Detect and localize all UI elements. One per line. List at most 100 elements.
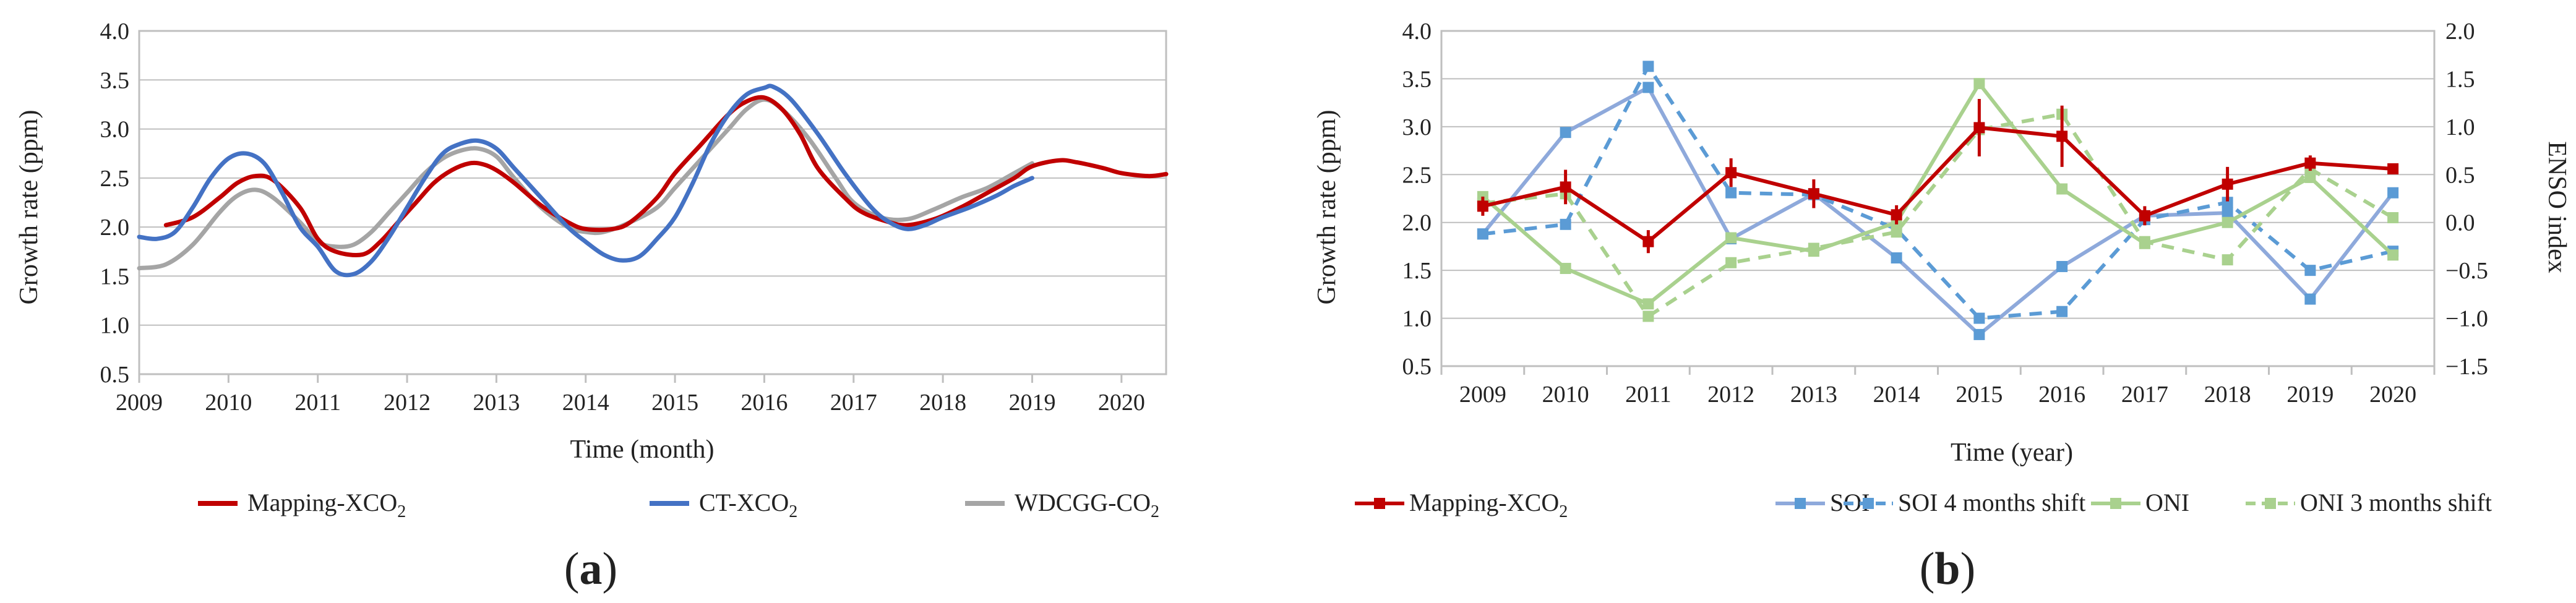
- chart-b-x-tick-label: 2015: [1956, 382, 2003, 408]
- chart-b-point-0: [1477, 200, 1488, 212]
- chart-b-legend-subscript: 2: [1559, 502, 1568, 521]
- chart-b-point-2: [2222, 197, 2233, 208]
- chart-b-series: [1477, 61, 2399, 340]
- chart-b-x-tick-label: 2018: [2204, 382, 2251, 408]
- chart-b-y2-tick-label: −1.5: [2445, 354, 2488, 380]
- chart-b-point-2: [1725, 187, 1737, 199]
- chart-b-legend-entry: Mapping-XCO2: [1409, 489, 1568, 521]
- chart-b-point-0: [1891, 209, 1902, 221]
- chart-b-point-1: [1973, 328, 1985, 340]
- chart-a-plot-frame: [138, 30, 1167, 375]
- chart-a-y-tick-label: 1.5: [100, 263, 130, 289]
- panel-a-letter: a: [580, 544, 603, 594]
- chart-b-x-tick-label: 2019: [2286, 382, 2333, 408]
- chart-b-point-3: [2222, 216, 2233, 228]
- chart-b-x-axis-label: Time (year): [1951, 438, 2073, 467]
- chart-b-x-tick-label: 2013: [1790, 382, 1837, 408]
- chart-b-point-2: [1477, 228, 1488, 240]
- chart-b-legend-entry: ONI: [2145, 489, 2189, 516]
- chart-a-x-axis-label: Time (month): [570, 435, 715, 464]
- chart-b-y-tick-label: 4.0: [1402, 19, 1432, 45]
- chart-b-x-tick-label: 2020: [2369, 382, 2416, 408]
- chart-a-series: [137, 83, 1169, 278]
- chart-b-point-1: [1560, 127, 1571, 139]
- chart-a-legend-name: Mapping-XCO: [247, 489, 397, 516]
- chart-b-y-tick-label: 2.5: [1402, 162, 1432, 188]
- chart-b-point-3: [2387, 249, 2399, 261]
- chart-b-legend-name: Mapping-XCO: [1409, 489, 1559, 516]
- chart-b-y2-tick-label: −0.5: [2445, 258, 2488, 284]
- chart-b-x-tick-label: 2014: [1873, 382, 1920, 408]
- chart-b-point-0: [1808, 188, 1819, 200]
- chart-b-legend-name: ONI: [2145, 489, 2189, 516]
- chart-b-y-tick-label: 1.0: [1402, 306, 1432, 332]
- chart-a-legend-entry: Mapping-XCO2: [247, 489, 406, 521]
- chart-b-point-0: [2222, 178, 2233, 190]
- chart-b-legend-name: SOI 4 months shift: [1898, 489, 2085, 516]
- chart-b-y2-tick-label: −1.0: [2445, 306, 2488, 332]
- chart-b-legend-marker: [1863, 498, 1874, 509]
- chart-b-y-axis-label: Growth rate (ppm): [1313, 110, 1341, 305]
- chart-b: 0.5 1.0 1.5 2.0 2.5 3.0 3.5 4.0 −1.5 −1.0 −0.5 0.0…: [1313, 19, 2571, 594]
- chart-b-y2-ticks: −1.5 −1.0 −0.5 0.0 0.5 1.0 1.5 2.0: [2445, 19, 2488, 380]
- chart-b-point-2: [2304, 265, 2316, 276]
- chart-a-x-tick-label: 2016: [741, 390, 788, 416]
- chart-b-legend-entry: ONI 3 months shift: [2300, 489, 2492, 516]
- chart-b-axes: [1440, 30, 2436, 375]
- chart-b-point-2: [1560, 218, 1571, 230]
- chart-b-point-2: [1642, 61, 1654, 72]
- chart-b-y2-tick-label: 1.5: [2445, 66, 2475, 92]
- chart-b-point-0: [1560, 181, 1571, 193]
- chart-a-x-tick-label: 2010: [205, 390, 252, 416]
- chart-a-x-tick-label: 2012: [384, 390, 431, 416]
- chart-b-legend-name: ONI 3 months shift: [2300, 489, 2492, 516]
- chart-b-series-line-4: [1482, 112, 2394, 319]
- chart-b-y-tick-label: 2.0: [1402, 210, 1432, 236]
- chart-a-x-tick-label: 2018: [919, 390, 966, 416]
- panel-a-label: (a): [564, 544, 617, 594]
- chart-b-point-4: [1891, 226, 1902, 238]
- chart-a-x-tick-label: 2014: [562, 390, 609, 416]
- chart-b-x-tick-label: 2017: [2121, 382, 2168, 408]
- panel-b-letter: b: [1934, 544, 1960, 594]
- chart-a-x-tick-label: 2013: [473, 390, 520, 416]
- chart-b-y-tick-label: 0.5: [1402, 354, 1432, 380]
- chart-b-x-tick-label: 2009: [1459, 382, 1506, 408]
- chart-b-series-line-0: [1482, 126, 2394, 244]
- chart-b-point-1: [2056, 260, 2068, 272]
- chart-b-legend-marker: [2265, 498, 2276, 509]
- chart-a-x-tick-label: 2009: [116, 390, 163, 416]
- chart-a-y-tick-label: 0.5: [100, 362, 130, 388]
- chart-b-x-tick-label: 2016: [2038, 382, 2085, 408]
- chart-a-y-tick-label: 3.5: [100, 67, 130, 93]
- chart-b-x-ticks: 2009 2010 2011 2012 2013 2014 2015 2016 2017 2018…: [1459, 382, 2416, 408]
- chart-a-y-tick-label: 1.0: [100, 313, 130, 339]
- chart-a-x-tick-label: 2019: [1008, 390, 1055, 416]
- chart-b-point-4: [1808, 242, 1819, 254]
- chart-b-point-0: [1725, 167, 1737, 179]
- chart-a-x-ticks: 2009 2010 2011 2012 2013 2014 2015 2016 2017 2018…: [116, 390, 1145, 416]
- chart-b-point-0: [1973, 122, 1985, 134]
- chart-a-legend-name: CT-XCO: [699, 489, 789, 516]
- chart-b-series-line-3: [1481, 82, 2395, 306]
- chart-a-x-tick-label: 2015: [651, 390, 698, 416]
- chart-b-y-tick-label: 1.5: [1402, 258, 1432, 284]
- chart-b-y2-tick-label: 2.0: [2445, 19, 2475, 45]
- chart-b-series-line-1: [1481, 85, 2395, 336]
- chart-b-point-3: [1642, 298, 1654, 310]
- chart-b-point-2: [2056, 306, 2068, 317]
- chart-b-point-1: [2222, 207, 2233, 219]
- chart-b-x-tick-label: 2012: [1707, 382, 1754, 408]
- chart-a-y-ticks: 0.5 1.0 1.5 2.0 2.5 3.0 3.5 4.0: [100, 19, 130, 388]
- chart-a-legend: Mapping-XCO2 CT-XCO2 WDCGG-CO2: [198, 489, 1159, 521]
- chart-a-x-tick-label: 2017: [830, 390, 877, 416]
- chart-a-series-line-1: [137, 83, 1034, 278]
- chart-b-y2-tick-label: 1.0: [2445, 114, 2475, 140]
- chart-b-point-1: [2387, 187, 2399, 199]
- chart-b-point-4: [2139, 236, 2150, 247]
- chart-a-y-tick-label: 3.0: [100, 117, 130, 143]
- chart-b-point-4: [1642, 310, 1654, 322]
- chart-b-point-3: [2304, 171, 2316, 183]
- chart-a-legend-subscript: 2: [397, 502, 406, 521]
- chart-b-point-3: [1973, 78, 1985, 90]
